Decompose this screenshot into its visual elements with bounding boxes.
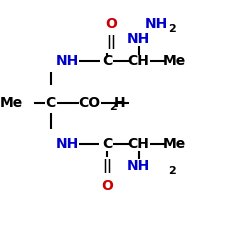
Text: NH: NH	[55, 54, 78, 68]
Text: 2: 2	[168, 166, 176, 176]
Text: ||: ||	[102, 159, 112, 173]
Text: O: O	[101, 179, 113, 193]
Text: Me: Me	[162, 137, 185, 151]
Text: NH: NH	[127, 32, 150, 46]
Text: NH: NH	[55, 137, 78, 151]
Text: NH: NH	[127, 159, 150, 173]
Text: CH: CH	[128, 137, 150, 151]
Text: CO: CO	[78, 96, 100, 110]
Text: NH: NH	[145, 17, 168, 31]
Text: C: C	[45, 96, 56, 110]
Text: C: C	[102, 137, 112, 151]
Text: CH: CH	[128, 54, 150, 68]
Text: 2: 2	[109, 102, 117, 112]
Text: 2: 2	[168, 24, 176, 34]
Text: Me: Me	[162, 54, 185, 68]
Text: O: O	[106, 17, 118, 31]
Text: C: C	[102, 54, 112, 68]
Text: Me: Me	[0, 96, 23, 110]
Text: ||: ||	[107, 35, 117, 49]
Text: H: H	[114, 96, 126, 110]
